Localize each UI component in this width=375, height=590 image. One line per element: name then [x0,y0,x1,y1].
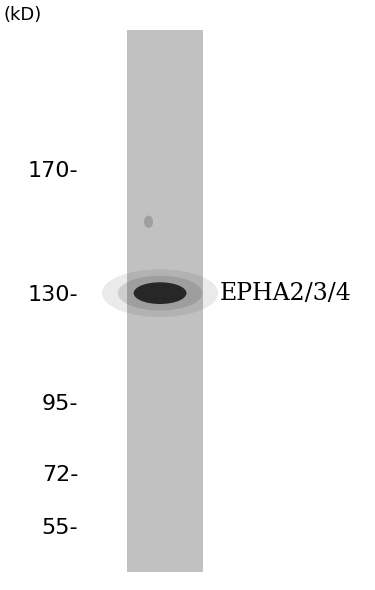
Ellipse shape [118,276,202,310]
Ellipse shape [144,215,153,228]
Text: (kD): (kD) [3,6,42,24]
Ellipse shape [102,269,218,317]
Ellipse shape [134,282,186,304]
Text: EPHA2/3/4: EPHA2/3/4 [219,281,351,304]
